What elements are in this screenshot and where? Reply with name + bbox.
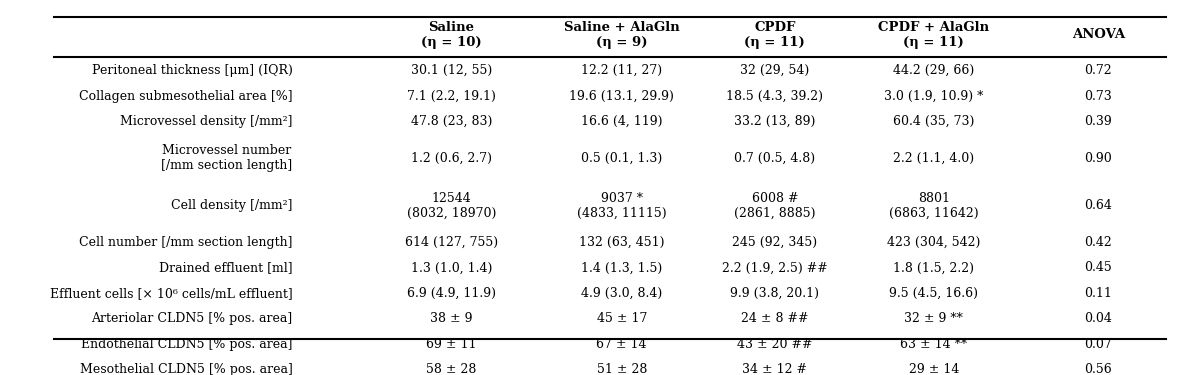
Text: 9.9 (3.8, 20.1): 9.9 (3.8, 20.1) bbox=[730, 287, 819, 300]
Text: 32 (29, 54): 32 (29, 54) bbox=[740, 64, 810, 77]
Text: 0.5 (0.1, 1.3): 0.5 (0.1, 1.3) bbox=[581, 152, 663, 165]
Text: 4.9 (3.0, 8.4): 4.9 (3.0, 8.4) bbox=[581, 287, 663, 300]
Text: 0.7 (0.5, 4.8): 0.7 (0.5, 4.8) bbox=[735, 152, 816, 165]
Text: Cell density [/mm²]: Cell density [/mm²] bbox=[171, 200, 292, 213]
Text: 0.07: 0.07 bbox=[1085, 338, 1112, 351]
Text: 33.2 (13, 89): 33.2 (13, 89) bbox=[735, 115, 816, 128]
Text: 45 ± 17: 45 ± 17 bbox=[597, 312, 647, 326]
Text: 2.2 (1.9, 2.5) ##: 2.2 (1.9, 2.5) ## bbox=[722, 261, 828, 274]
Text: 38 ± 9: 38 ± 9 bbox=[430, 312, 473, 326]
Text: 1.4 (1.3, 1.5): 1.4 (1.3, 1.5) bbox=[581, 261, 663, 274]
Text: 63 ± 14 **: 63 ± 14 ** bbox=[900, 338, 967, 351]
Text: 43 ± 20 ##: 43 ± 20 ## bbox=[737, 338, 812, 351]
Text: 132 (63, 451): 132 (63, 451) bbox=[579, 236, 665, 249]
Text: 0.64: 0.64 bbox=[1085, 200, 1112, 213]
Text: 1.3 (1.0, 1.4): 1.3 (1.0, 1.4) bbox=[410, 261, 492, 274]
Text: 0.73: 0.73 bbox=[1085, 90, 1112, 103]
Text: 1.2 (0.6, 2.7): 1.2 (0.6, 2.7) bbox=[411, 152, 492, 165]
Text: 6.9 (4.9, 11.9): 6.9 (4.9, 11.9) bbox=[407, 287, 496, 300]
Text: 47.8 (23, 83): 47.8 (23, 83) bbox=[410, 115, 492, 128]
Text: 423 (304, 542): 423 (304, 542) bbox=[887, 236, 981, 249]
Text: 245 (92, 345): 245 (92, 345) bbox=[732, 236, 817, 249]
Text: Saline
(η = 10): Saline (η = 10) bbox=[421, 21, 482, 49]
Text: Cell number [/mm section length]: Cell number [/mm section length] bbox=[79, 236, 292, 249]
Text: 0.72: 0.72 bbox=[1085, 64, 1112, 77]
Text: 6008 #
(2861, 8885): 6008 # (2861, 8885) bbox=[735, 192, 816, 220]
Text: 67 ± 14: 67 ± 14 bbox=[597, 338, 647, 351]
Text: 51 ± 28: 51 ± 28 bbox=[597, 363, 647, 375]
Text: Saline + AlaGln
(η = 9): Saline + AlaGln (η = 9) bbox=[564, 21, 679, 49]
Text: Mesothelial CLDN5 [% pos. area]: Mesothelial CLDN5 [% pos. area] bbox=[80, 363, 292, 375]
Text: Microvessel density [/mm²]: Microvessel density [/mm²] bbox=[120, 115, 292, 128]
Text: 2.2 (1.1, 4.0): 2.2 (1.1, 4.0) bbox=[894, 152, 974, 165]
Text: 30.1 (12, 55): 30.1 (12, 55) bbox=[411, 64, 492, 77]
Text: 7.1 (2.2, 19.1): 7.1 (2.2, 19.1) bbox=[407, 90, 496, 103]
Text: 0.11: 0.11 bbox=[1085, 287, 1112, 300]
Text: 0.39: 0.39 bbox=[1085, 115, 1112, 128]
Text: ANOVA: ANOVA bbox=[1072, 28, 1125, 42]
Text: 3.0 (1.9, 10.9) *: 3.0 (1.9, 10.9) * bbox=[884, 90, 983, 103]
Text: 9.5 (4.5, 16.6): 9.5 (4.5, 16.6) bbox=[889, 287, 979, 300]
Text: Peritoneal thickness [μm] (IQR): Peritoneal thickness [μm] (IQR) bbox=[92, 64, 292, 77]
Text: 12544
(8032, 18970): 12544 (8032, 18970) bbox=[407, 192, 496, 220]
Text: Arteriolar CLDN5 [% pos. area]: Arteriolar CLDN5 [% pos. area] bbox=[92, 312, 292, 326]
Text: 0.04: 0.04 bbox=[1085, 312, 1112, 326]
Text: 0.56: 0.56 bbox=[1085, 363, 1112, 375]
Text: 8801
(6863, 11642): 8801 (6863, 11642) bbox=[889, 192, 979, 220]
Text: 32 ± 9 **: 32 ± 9 ** bbox=[904, 312, 963, 326]
Text: Collagen submesothelial area [%]: Collagen submesothelial area [%] bbox=[79, 90, 292, 103]
Text: 34 ± 12 #: 34 ± 12 # bbox=[743, 363, 808, 375]
Text: 58 ± 28: 58 ± 28 bbox=[427, 363, 476, 375]
Text: 1.8 (1.5, 2.2): 1.8 (1.5, 2.2) bbox=[894, 261, 974, 274]
Text: 69 ± 11: 69 ± 11 bbox=[427, 338, 476, 351]
Text: 0.90: 0.90 bbox=[1085, 152, 1112, 165]
Text: 0.45: 0.45 bbox=[1085, 261, 1112, 274]
Text: Microvessel number
[/mm section length]: Microvessel number [/mm section length] bbox=[162, 144, 292, 172]
Text: 9037 *
(4833, 11115): 9037 * (4833, 11115) bbox=[577, 192, 666, 220]
Text: 614 (127, 755): 614 (127, 755) bbox=[404, 236, 498, 249]
Text: 16.6 (4, 119): 16.6 (4, 119) bbox=[581, 115, 663, 128]
Text: 0.42: 0.42 bbox=[1085, 236, 1112, 249]
Text: 19.6 (13.1, 29.9): 19.6 (13.1, 29.9) bbox=[569, 90, 674, 103]
Text: 44.2 (29, 66): 44.2 (29, 66) bbox=[893, 64, 974, 77]
Text: Effluent cells [× 10⁶ cells/mL effluent]: Effluent cells [× 10⁶ cells/mL effluent] bbox=[50, 287, 292, 300]
Text: CPDF + AlaGln
(η = 11): CPDF + AlaGln (η = 11) bbox=[878, 21, 989, 49]
Text: 60.4 (35, 73): 60.4 (35, 73) bbox=[893, 115, 974, 128]
Text: 24 ± 8 ##: 24 ± 8 ## bbox=[742, 312, 809, 326]
Text: Endothelial CLDN5 [% pos. area]: Endothelial CLDN5 [% pos. area] bbox=[81, 338, 292, 351]
Text: 12.2 (11, 27): 12.2 (11, 27) bbox=[581, 64, 663, 77]
Text: CPDF
(η = 11): CPDF (η = 11) bbox=[744, 21, 805, 49]
Text: 29 ± 14: 29 ± 14 bbox=[909, 363, 959, 375]
Text: Drained effluent [ml]: Drained effluent [ml] bbox=[159, 261, 292, 274]
Text: 18.5 (4.3, 39.2): 18.5 (4.3, 39.2) bbox=[726, 90, 823, 103]
